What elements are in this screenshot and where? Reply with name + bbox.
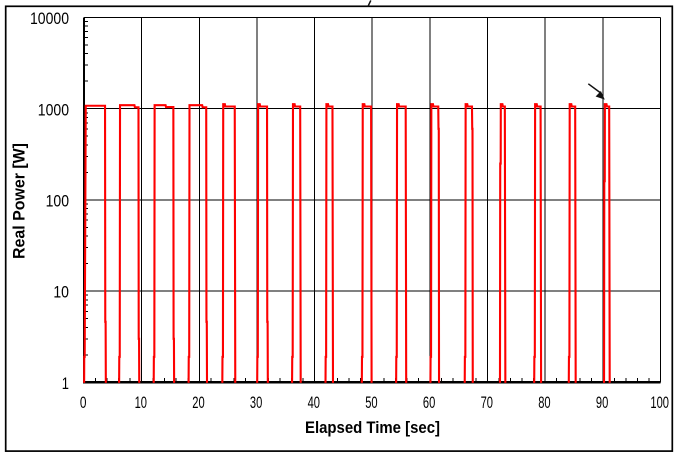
svg-text:1000: 1000 <box>38 100 69 119</box>
svg-text:Elapsed Time [sec]: Elapsed Time [sec] <box>305 418 440 437</box>
svg-text:30: 30 <box>250 393 262 412</box>
svg-text:90: 90 <box>596 393 608 412</box>
svg-text:10: 10 <box>53 283 69 302</box>
svg-text:60: 60 <box>423 393 435 412</box>
svg-text:Real Power [W]: Real Power [W] <box>10 143 29 259</box>
svg-text:20: 20 <box>192 393 204 412</box>
svg-text:80: 80 <box>538 393 550 412</box>
svg-text:40: 40 <box>308 393 320 412</box>
svg-text:1: 1 <box>62 374 69 393</box>
svg-text:10: 10 <box>135 393 147 412</box>
svg-text:100: 100 <box>650 393 669 412</box>
svg-text:10000: 10000 <box>30 9 69 28</box>
svg-text:100: 100 <box>46 192 69 211</box>
svg-text:0: 0 <box>80 393 87 412</box>
svg-text:70: 70 <box>481 393 493 412</box>
svg-text:50: 50 <box>365 393 377 412</box>
